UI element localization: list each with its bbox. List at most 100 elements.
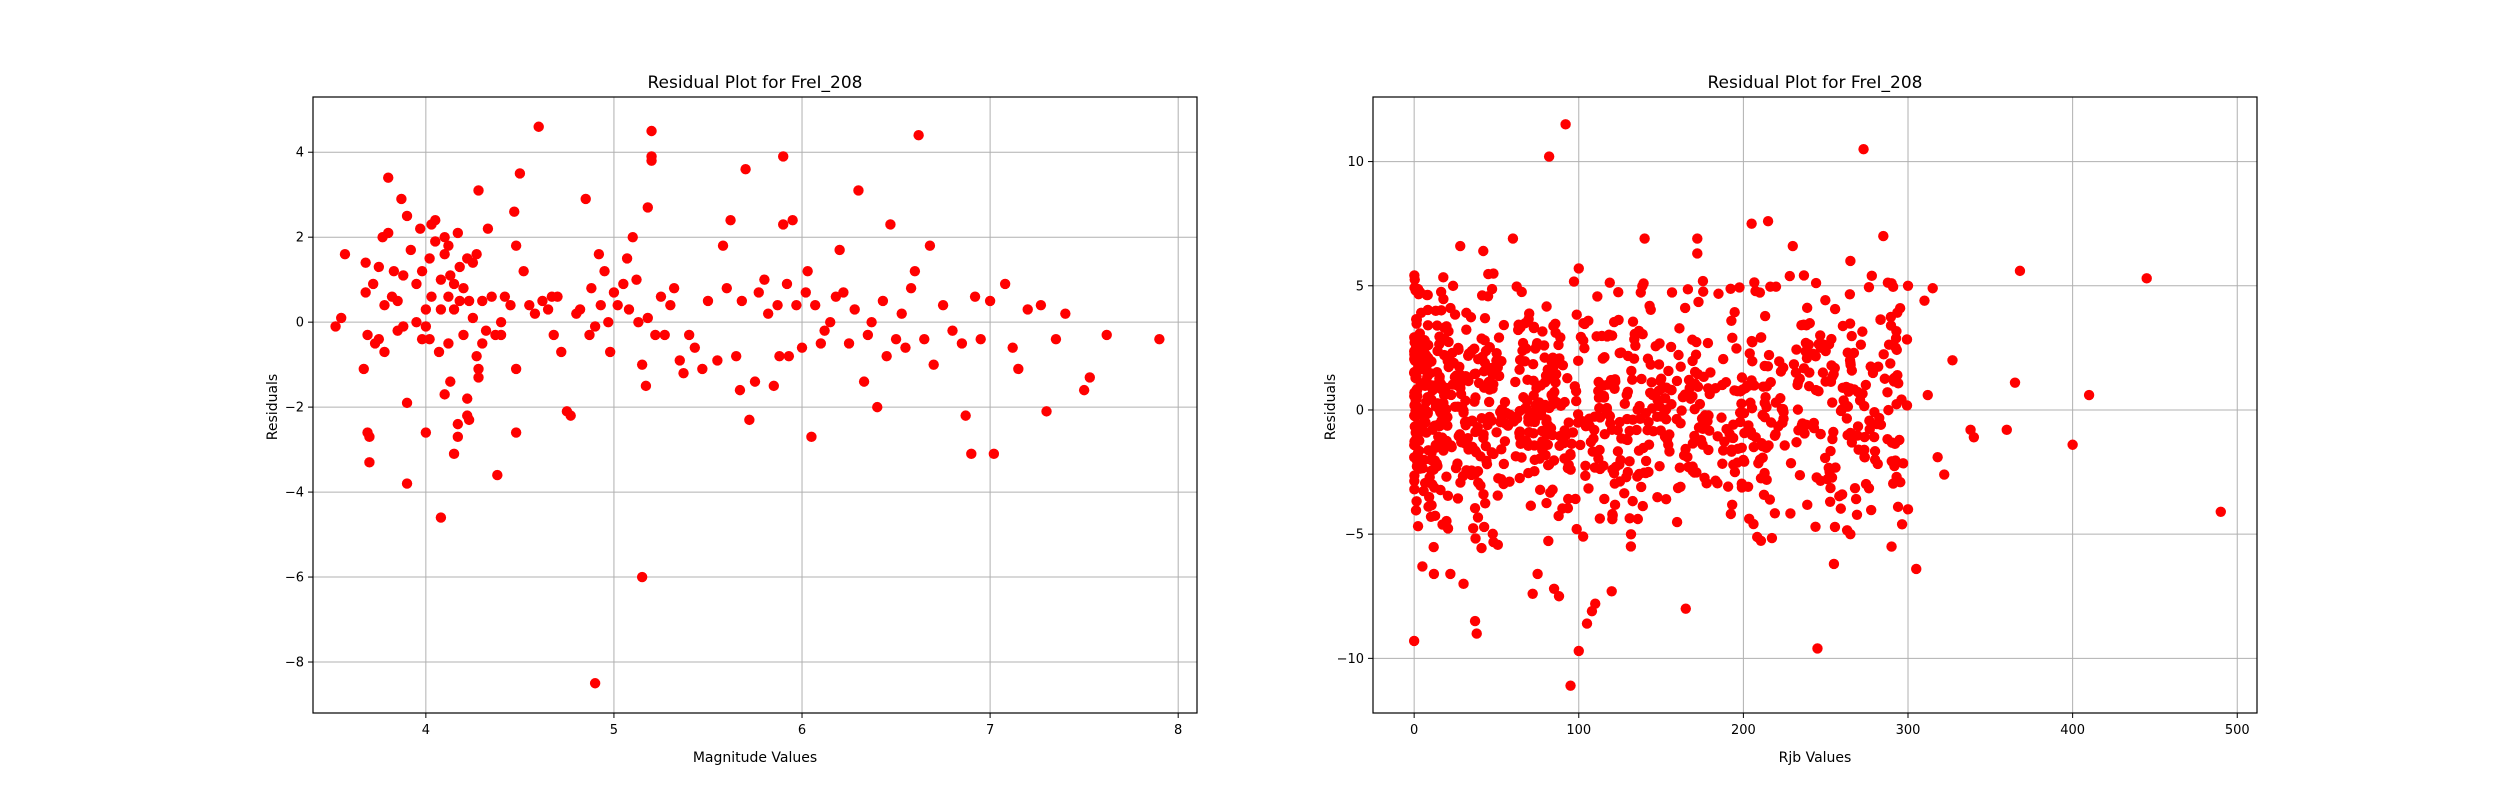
data-point [1902,280,1914,291]
data-point [1487,369,1498,380]
data-point [809,299,821,311]
data-point [1517,345,1528,356]
data-point [1799,428,1810,439]
data-point [1420,375,1432,387]
data-point [872,401,883,413]
data-point [1664,429,1675,440]
data-point [1692,368,1704,380]
data-point [1078,384,1090,396]
data-point [1622,386,1634,397]
data-point [1516,286,1527,298]
data-point [373,333,385,345]
x-tick-label: 5 [610,723,618,738]
data-point [537,295,548,307]
data-point [505,299,516,311]
data-point [556,346,567,358]
data-point [1825,482,1836,494]
data-point [1845,359,1856,371]
data-point [1409,366,1420,378]
data-point [1892,501,1904,513]
data-point [762,308,774,319]
data-point [524,299,535,311]
data-point [1514,426,1526,437]
data-point [1478,521,1490,533]
data-point [586,282,597,294]
data-point [1410,351,1422,363]
data-point [509,206,520,217]
data-point [1726,315,1737,327]
data-point [1695,434,1707,446]
data-point [1547,484,1558,495]
data-point [1777,417,1788,429]
data-point [1878,349,1889,360]
data-point [1478,489,1489,500]
data-point [1599,493,1610,505]
data-point [1829,521,1841,533]
data-point [1482,419,1493,431]
data-point [1687,465,1698,476]
y-tick-label: −6 [285,571,304,586]
data-point [1550,377,1561,388]
data-point [1478,245,1489,257]
data-point [462,393,473,404]
data-point [367,278,379,290]
data-point [1741,380,1753,392]
data-point [1598,380,1609,391]
data-point [1041,406,1052,417]
data-point [1852,421,1864,432]
data-point [1531,338,1543,349]
data-point [401,478,413,489]
data-point [1463,375,1474,387]
data-point [947,325,958,336]
data-point [1572,417,1584,428]
data-point [621,253,633,264]
data-point [1450,462,1462,474]
data-point [1785,508,1796,519]
plot-title: Residual Plot for FreI_208 [648,73,863,93]
data-point [1565,448,1576,460]
data-point [1594,412,1606,423]
data-point [1775,366,1787,377]
data-point [603,316,614,328]
data-point [1632,471,1643,482]
data-point [1514,472,1525,484]
data-point [1726,444,1737,455]
data-point [1673,349,1684,361]
data-point [623,304,635,315]
data-point [360,257,371,268]
data-point [420,321,432,332]
data-point [1431,458,1442,469]
data-point [1798,270,1810,281]
data-point [1637,328,1648,340]
data-point [1676,405,1687,416]
data-point [373,261,385,273]
data-point [1562,372,1573,384]
data-point [379,299,390,311]
data-point [1769,430,1781,441]
data-point [1637,280,1648,292]
data-point [463,414,475,426]
data-point [1731,343,1742,354]
data-point [1570,493,1581,505]
data-point [1888,478,1899,489]
data-point [1872,458,1883,470]
data-point [1488,379,1499,390]
data-point [510,240,522,251]
data-point [1607,513,1618,525]
data-point [674,355,685,366]
data-point [1491,427,1502,438]
data-point [721,282,732,294]
data-point [593,248,605,260]
data-point [1811,472,1822,483]
data-point [1592,291,1603,302]
data-point [834,244,845,256]
data-point [1765,376,1776,388]
data-point [467,257,479,268]
data-point [1473,377,1485,389]
x-axis-label: Rjb Values [1779,750,1852,766]
data-point [730,350,742,362]
data-point [1663,365,1674,377]
data-point [1555,400,1567,412]
data-point [1529,454,1540,466]
data-point [1792,404,1804,415]
